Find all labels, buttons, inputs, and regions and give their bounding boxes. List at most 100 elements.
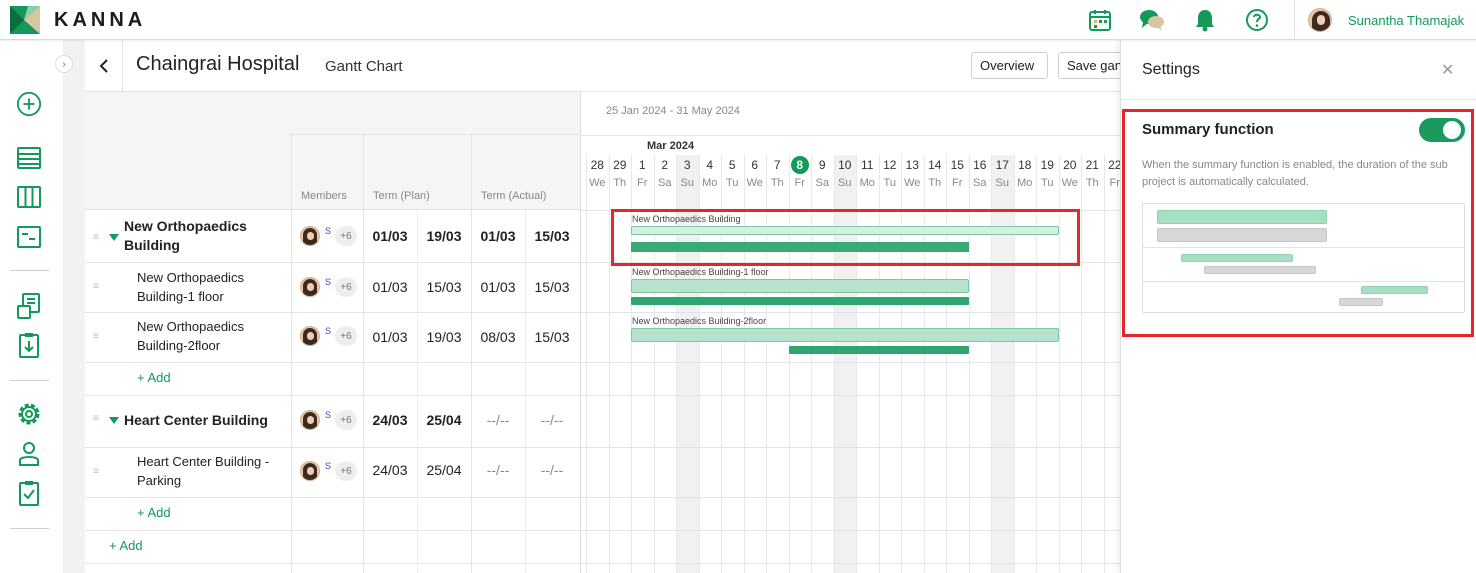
day-number: 22 [1108,158,1120,172]
summary-function-label: Summary function [1142,121,1274,138]
task-name[interactable]: Heart Center Building [124,412,268,428]
add-task-link[interactable]: + Add [109,538,143,553]
day-number: 1 [638,158,646,172]
sidebar-divider [10,270,49,271]
add-subtask-link[interactable]: + Add [137,370,171,385]
add-circle-icon[interactable] [16,91,42,117]
overview-button[interactable]: Overview [971,52,1048,79]
member-avatars[interactable]: S +6 [300,277,357,297]
drag-handle-icon[interactable]: ≡ [93,331,99,342]
member-avatars[interactable]: S +6 [300,326,357,346]
summary-function-description: When the summary function is enabled, th… [1142,159,1448,188]
task-name[interactable]: New Orthopaedics Building-1 floor [137,270,244,304]
task-name[interactable]: New Orthopaedics Building [124,218,247,253]
day-column [1013,155,1037,573]
day-name: Sa [973,177,987,189]
close-icon[interactable]: ✕ [1441,62,1455,79]
day-number: 29 [613,158,627,172]
person-icon[interactable] [16,441,42,467]
plan-start[interactable]: 01/03 [372,279,408,295]
bell-icon[interactable] [1192,7,1218,33]
member-avatars[interactable]: S +6 [300,461,357,481]
drag-handle-icon[interactable]: ≡ [93,281,99,292]
gear-icon[interactable] [16,401,42,427]
bar-label: New Orthopaedics Building [632,214,741,224]
expand-sidebar-button[interactable]: › [55,55,73,73]
summary-function-toggle[interactable] [1419,118,1465,142]
day-number: 16 [973,158,987,172]
add-subtask-link[interactable]: + Add [137,505,171,520]
gantt-chart: 25 Jan 2024 - 31 May 2024 Mar 2024 28 We 2… [580,92,1120,573]
drag-handle-icon[interactable]: ≡ [93,413,99,424]
member-avatars[interactable]: S +6 [300,226,357,246]
actual-start[interactable]: --/-- [486,412,510,428]
drag-handle-icon[interactable]: ≡ [93,466,99,477]
day-name: We [1061,177,1078,189]
plan-end[interactable]: 25/04 [426,412,462,428]
bar-label: New Orthopaedics Building-2floor [632,316,767,326]
plan-end[interactable]: 19/03 [426,329,462,345]
task-name[interactable]: Heart Center Building - Parking [137,454,270,488]
task-name[interactable]: New Orthopaedics Building-2floor [137,319,244,353]
day-name: Mo [859,177,875,189]
plan-end[interactable]: 25/04 [426,462,462,478]
calendar-icon[interactable] [1087,7,1113,33]
actual-end[interactable]: --/-- [540,412,564,428]
day-column [968,155,992,573]
list-view-icon[interactable] [16,145,42,171]
plan-end[interactable]: 15/03 [426,279,462,295]
actual-start[interactable]: 08/03 [480,329,516,345]
clipboard-check-icon[interactable] [16,480,42,506]
actual-end[interactable]: 15/03 [534,228,570,244]
plan-start[interactable]: 01/03 [372,228,408,244]
report-icon[interactable] [16,293,42,319]
day-number: 2 [661,158,669,172]
day-name: Fr [794,177,805,189]
logo-text: KANNA [54,8,147,31]
plan-bar[interactable] [631,279,969,293]
drag-handle-icon[interactable]: ≡ [93,232,99,243]
save-gantt-button[interactable]: Save gan [1058,52,1120,79]
member-avatars[interactable]: S +6 [300,410,357,430]
chat-icon[interactable] [1139,7,1165,33]
day-name: We [746,177,763,189]
plan-bar[interactable] [631,226,1059,235]
day-number: 17 [995,158,1009,172]
day-column [901,155,924,573]
plan-start[interactable]: 01/03 [372,329,408,345]
plan-bar[interactable] [631,328,1059,342]
user-menu[interactable]: Sunantha Thamajak [1308,8,1464,32]
kanna-logo-mark [10,6,40,34]
plan-end[interactable]: 19/03 [426,228,462,244]
plan-start[interactable]: 24/03 [372,462,408,478]
day-column [946,155,969,573]
day-name: Th [928,177,942,189]
day-column [676,155,699,573]
plan-start[interactable]: 24/03 [372,412,408,428]
members-header: Members [301,190,347,202]
actual-start[interactable]: --/-- [486,462,510,478]
actual-bar[interactable] [631,297,969,305]
collapse-triangle-icon[interactable] [109,234,119,241]
day-name: Sa [815,177,829,189]
actual-end[interactable]: 15/03 [534,329,570,345]
board-view-icon[interactable] [16,184,42,210]
clipboard-download-icon[interactable] [16,332,42,358]
actual-bar[interactable] [631,242,969,252]
actual-start[interactable]: 01/03 [480,228,516,244]
help-icon[interactable] [1244,7,1270,33]
day-number: 3 [683,158,691,172]
actual-end[interactable]: 15/03 [534,279,570,295]
actual-end[interactable]: --/-- [540,462,564,478]
day-name: Tu [1041,177,1054,189]
collapse-triangle-icon[interactable] [109,417,119,424]
document-icon[interactable] [16,224,42,250]
back-button[interactable] [85,40,123,92]
day-number: 14 [928,158,942,172]
actual-bar[interactable] [789,346,969,354]
settings-panel: Settings ✕ Summary function When the sum… [1120,40,1476,573]
kanna-logo[interactable]: KANNA [10,6,146,34]
highlight-box [1122,109,1474,337]
actual-start[interactable]: 01/03 [480,279,516,295]
day-name: Th [613,177,627,189]
